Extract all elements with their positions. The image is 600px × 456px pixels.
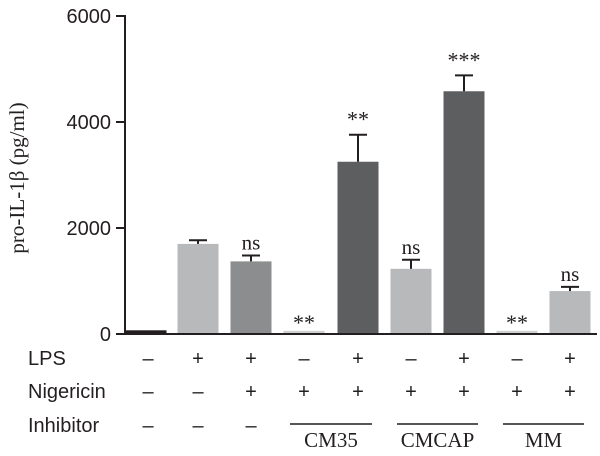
significance-label-7: *** [448, 47, 481, 72]
condition-sign-inhibitor-2: – [192, 415, 204, 437]
y-axis-label: pro-IL-1β (pg/ml) [5, 102, 29, 253]
condition-sign-nigericin-4: + [298, 381, 310, 403]
significance-label-8: ** [506, 310, 528, 335]
y-tick-label-2000: 2000 [67, 218, 112, 240]
condition-sign-lps-3: + [245, 348, 257, 370]
bar-4 [283, 330, 325, 334]
y-tick-label-0: 0 [100, 324, 111, 346]
significance-label-3: ns [242, 231, 261, 255]
condition-sign-lps-9: + [564, 348, 576, 370]
significance-label-4: ** [293, 310, 315, 335]
condition-sign-nigericin-3: + [245, 381, 257, 403]
bar-9 [549, 291, 591, 334]
condition-label-inhibitor: Inhibitor [28, 415, 99, 437]
condition-sign-lps-8: – [511, 348, 523, 370]
y-tick-label-6000: 6000 [67, 6, 112, 28]
bar-2 [177, 243, 219, 334]
condition-sign-nigericin-8: + [511, 381, 523, 403]
condition-sign-nigericin-9: + [564, 381, 576, 403]
bar-3 [230, 261, 272, 334]
bar-8 [496, 330, 538, 334]
significance-label-9: ns [561, 262, 580, 286]
bar-7 [443, 91, 485, 334]
y-tick-label-4000: 4000 [67, 112, 112, 134]
condition-sign-lps-4: – [298, 348, 310, 370]
condition-sign-lps-7: + [458, 348, 470, 370]
significance-label-6: ns [402, 235, 421, 259]
condition-label-lps: LPS [28, 348, 66, 370]
bar-1 [125, 330, 167, 334]
bar-6 [390, 268, 432, 334]
axes-layer [116, 15, 597, 425]
condition-sign-lps-2: + [192, 348, 204, 370]
condition-sign-nigericin-7: + [458, 381, 470, 403]
inhibitor-name-mm: MM [525, 428, 563, 452]
condition-sign-lps-lead: – [142, 348, 154, 370]
condition-sign-lps-6: – [405, 348, 417, 370]
bars-layer [125, 74, 591, 334]
condition-sign-nigericin-6: + [405, 381, 417, 403]
inhibitor-name-cmcap: CMCAP [401, 428, 475, 452]
condition-sign-nigericin-lead: – [142, 381, 154, 403]
condition-sign-lps-5: + [352, 348, 364, 370]
significance-label-5: ** [347, 107, 369, 132]
bar-5 [337, 161, 379, 334]
inhibitor-name-cm35: CM35 [304, 428, 358, 452]
condition-sign-inhibitor-lead: – [142, 415, 154, 437]
condition-sign-nigericin-2: – [192, 381, 204, 403]
condition-label-nigericin: Nigericin [28, 381, 106, 403]
condition-sign-nigericin-5: + [352, 381, 364, 403]
condition-sign-inhibitor-3: – [245, 415, 257, 437]
